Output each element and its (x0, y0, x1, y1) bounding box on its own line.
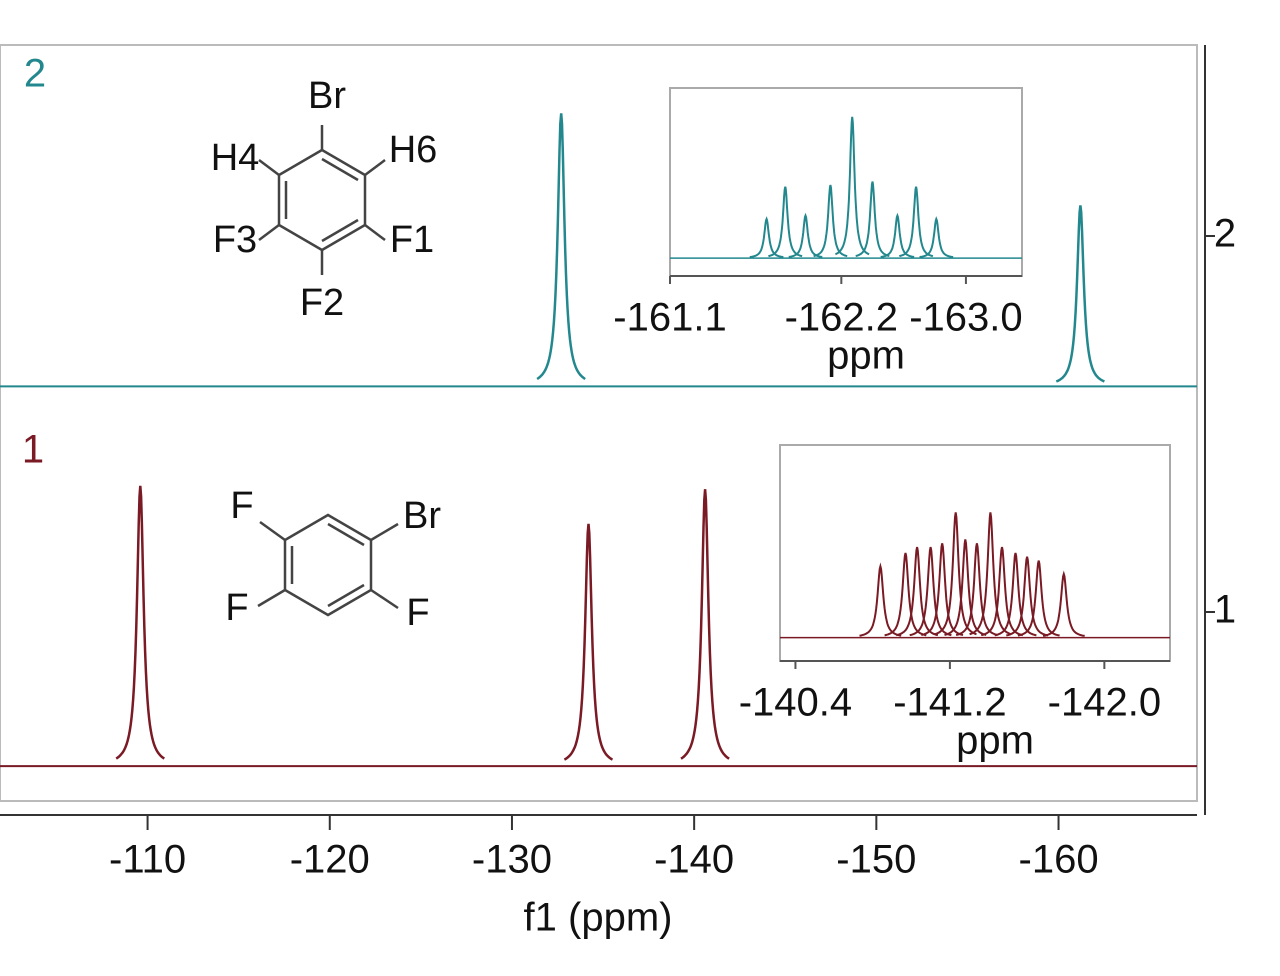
atom-label: F2 (300, 282, 344, 324)
peak (536, 113, 586, 381)
inset-peak (944, 539, 987, 636)
inset-x-tick-label: -140.4 (739, 681, 852, 725)
inset-peak (880, 212, 915, 258)
inset-peak (859, 562, 902, 637)
inset-peak (1042, 570, 1085, 637)
atom-label: H4 (211, 137, 260, 179)
inset-x-tick-label: -163.0 (909, 296, 1022, 340)
atom-label: F (230, 485, 253, 527)
inset-x-tick-label: -161.1 (613, 296, 726, 340)
inset-peak (955, 543, 999, 637)
peak (563, 523, 614, 761)
inset-peak (884, 552, 927, 637)
inset-x-tick-label: -142.0 (1048, 681, 1161, 725)
inset-peak (934, 512, 977, 636)
peak (680, 489, 730, 760)
offset-label: 1 (1214, 588, 1236, 632)
atom-label: F3 (213, 219, 257, 261)
atom-label: F (406, 592, 429, 634)
spectrum-label: 1 (22, 428, 44, 472)
x-axis-label: f1 (ppm) (524, 896, 673, 940)
x-tick-label: -120 (290, 838, 370, 882)
atom-label: Br (403, 495, 441, 537)
inset-x-axis-label: ppm (956, 719, 1034, 763)
molecule (258, 125, 386, 275)
inset-x-tick-label: -141.2 (893, 681, 1006, 725)
inset-x-tick-label: -162.2 (785, 296, 898, 340)
x-tick-label: -110 (109, 838, 186, 882)
peak (1055, 205, 1105, 383)
inset-peak (919, 216, 954, 258)
plot-frame (0, 44, 1198, 802)
peak (115, 485, 165, 760)
inset-peak (909, 546, 952, 637)
spectrum-label: 2 (24, 52, 46, 96)
inset-peak (980, 546, 1024, 637)
x-tick-label: -140 (654, 838, 734, 882)
x-tick-label: -160 (1019, 838, 1099, 882)
inset-peak (921, 543, 964, 637)
molecule (257, 513, 399, 617)
x-tick-label: -150 (836, 838, 916, 882)
atom-label: F1 (390, 219, 434, 261)
atom-label: F (225, 587, 248, 629)
atom-label: H6 (389, 129, 438, 171)
atom-label: Br (308, 75, 346, 117)
offset-label: 2 (1214, 212, 1236, 256)
inset-peak (749, 216, 784, 258)
inset-x-axis-label: ppm (827, 334, 905, 378)
x-tick-label: -130 (472, 838, 552, 882)
inset-peak (813, 184, 848, 258)
inset-frame (669, 87, 1023, 277)
inset-peak (855, 181, 890, 257)
inset-peak (1006, 556, 1049, 637)
inset-peak (895, 546, 939, 637)
inset-peak (994, 552, 1037, 637)
